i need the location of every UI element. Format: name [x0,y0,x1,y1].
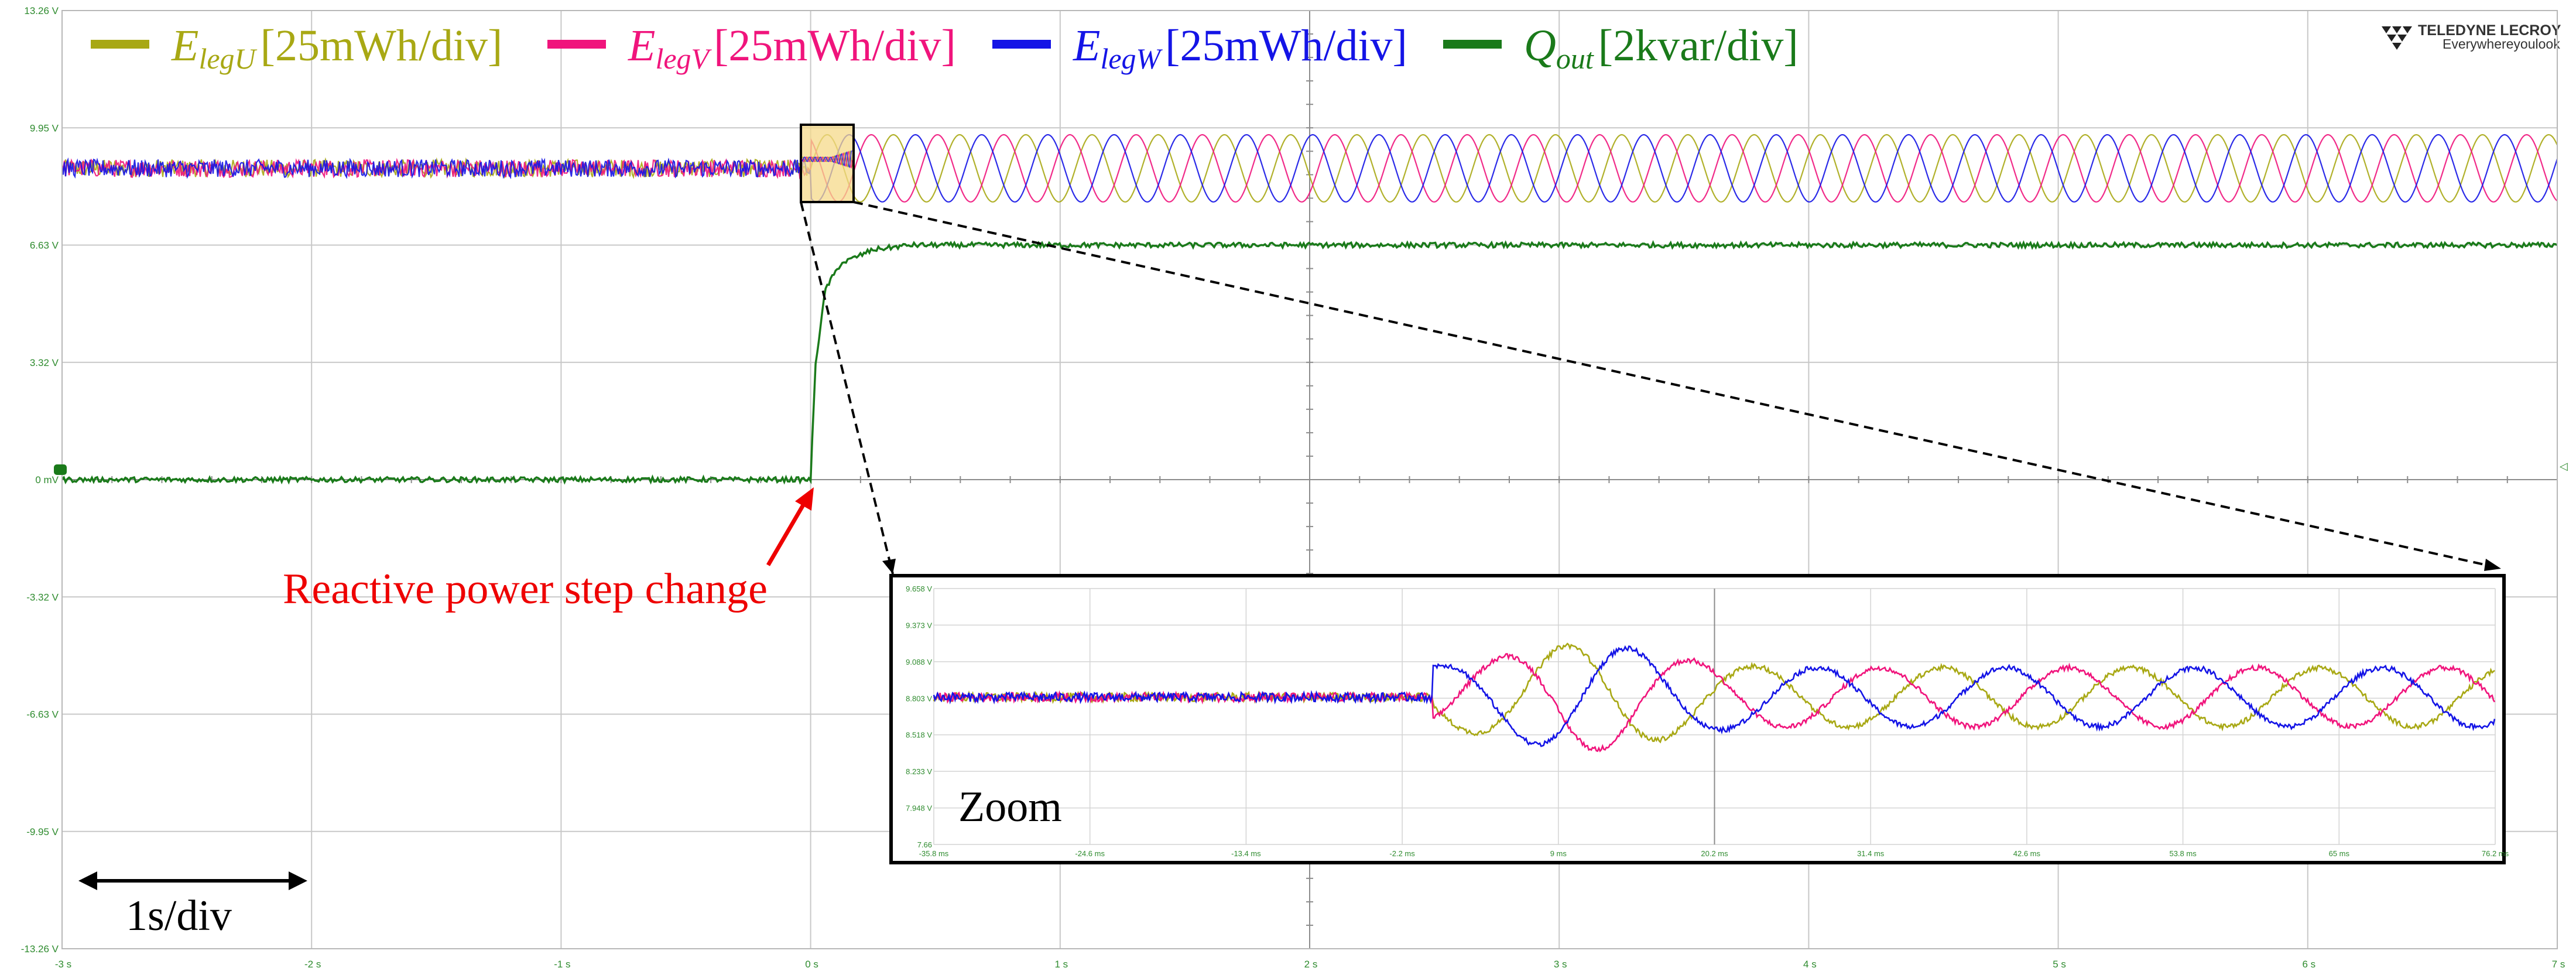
x-tick-label: -3 s [55,959,71,970]
legend-unit: [25mWh/div] [1165,21,1407,70]
leader-right-arrowhead [2484,559,2501,571]
zoom-inset: 9.658 V 9.373 V 9.088 V 8.803 V 8.518 V 8.233… [889,574,2509,864]
zoom-region-highlight [800,124,855,203]
zoom-x-tick-label: -24.6 ms [1075,849,1105,858]
y-tick-label: -6.63 V [26,709,59,720]
legend-swatch [91,40,149,49]
legend-symbol: E [628,21,655,70]
leader-left-arrowhead [882,559,896,574]
zoom-y-tick-labels: 9.658 V 9.373 V 9.088 V 8.803 V 8.518 V 8.233… [906,584,932,849]
zoom-x-tick-label: 20.2 ms [1701,849,1728,858]
q-out-trace-group [61,240,2558,485]
zoom-e-leg-u-trace [933,642,2495,744]
zoom-traces [933,642,2496,753]
zoom-y-tick-label: 9.658 V [906,584,932,593]
y-tick-labels: 13.26 V 9.95 V 6.63 V 3.32 V 0 mV -3.32 V -6.6… [21,5,59,955]
zoom-x-tick-labels: -35.8 ms -24.6 ms -13.4 ms -2.2 ms 9 ms 20.2 … [919,849,2509,858]
y-tick-label: 9.95 V [30,122,59,134]
zoom-y-tick-label: 8.518 V [906,731,932,740]
legend: ElegU [25mWh/div] ElegV [25mWh/div] ElegW [25… [91,21,1799,75]
zoom-e-leg-v-trace [933,653,2496,753]
zoom-label: Zoom [958,783,1062,831]
step-arrowhead [795,487,814,511]
zoom-y-tick-label: 8.233 V [906,767,932,776]
zoom-y-tick-label: 9.088 V [906,658,932,666]
x-tick-label: 2 s [1304,959,1318,970]
legend-symbol: E [1073,21,1100,70]
legend-swatch [1443,40,1502,49]
zoom-x-tick-label: -35.8 ms [919,849,949,858]
zoom-leader-right [853,201,2500,569]
x-tick-label: 4 s [1803,959,1817,970]
step-arrow-shaft [766,498,809,566]
zoom-x-tick-label: 9 ms [1550,849,1567,858]
zoom-y-tick-label: 7.948 V [906,804,932,813]
e-leg-v-trace [61,134,2558,203]
q-out-trace [61,240,2558,485]
x-tick-label: 0 s [805,959,818,970]
zoom-y-tick-label: 7.66 [917,840,932,849]
e-leg-u-trace [61,134,2558,203]
legend-unit: [25mWh/div] [714,21,956,70]
zoom-x-tick-label: -2.2 ms [1389,849,1415,858]
legend-label: ElegU [25mWh/div] [171,21,502,75]
step-annotation: Reactive power step change [283,565,768,613]
plot-frame [61,10,2558,949]
legend-symbol: E [171,21,198,70]
zoom-region-traces [801,150,853,169]
teledyne-lecroy-logo: TELEDYNE LECROY Everywhereyoulook [2382,22,2561,52]
y-tick-label: 6.63 V [30,240,59,251]
e-leg-w-trace [61,134,2558,203]
x-tick-label: 6 s [2302,959,2315,970]
y-tick-label: 3.32 V [30,357,59,368]
brand-name: TELEDYNE LECROY [2418,22,2561,39]
zoom-leader-left [800,201,894,575]
time-scale-label: 1s/div [126,892,232,940]
x-tick-labels: -3 s -2 s -1 s 0 s 1 s 2 s 3 s 4 s 5 s 6 s 7 s [55,959,2565,970]
zoom-x-tick-label: 42.6 ms [2013,849,2041,858]
legend-subscript: legU [198,42,257,75]
ground-marker [54,464,67,475]
legend-label: Qout [2kvar/div] [1524,21,1799,75]
legend-subscript: legV [655,42,712,75]
zoom-e-leg-w-trace [933,645,2496,747]
zoom-region-trace [801,150,853,169]
x-tick-label: 3 s [1554,959,1567,970]
y-tick-label: 0 mV [35,474,59,485]
x-tick-label: -1 s [554,959,570,970]
scale-bar-right-arrow [289,871,307,890]
trigger-level-marker: ◁ [2560,460,2568,472]
legend-unit: [2kvar/div] [1598,21,1799,70]
zoom-x-tick-label: 31.4 ms [1857,849,1885,858]
zoom-x-tick-label: 76.2 ms [2482,849,2509,858]
legend-label: ElegW [25mWh/div] [1073,21,1407,75]
x-tick-label: 5 s [2053,959,2066,970]
x-tick-label: 7 s [2552,959,2565,970]
y-tick-label: -13.26 V [21,943,59,955]
zoom-y-tick-label: 9.373 V [906,621,932,630]
energy-traces [61,134,2558,203]
zoom-y-tick-label: 8.803 V [906,694,932,703]
brand-tagline: Everywhereyoulook [2443,36,2560,52]
legend-subscript: out [1556,42,1594,75]
y-tick-label: -3.32 V [26,591,59,603]
zoom-x-tick-label: 53.8 ms [2169,849,2197,858]
legend-swatch [992,40,1051,49]
legend-swatch [547,40,606,49]
y-tick-label: -9.95 V [26,826,59,837]
y-tick-label: 13.26 V [24,5,59,16]
zoom-grid [933,588,2496,845]
legend-unit: [25mWh/div] [261,21,503,70]
x-tick-label: 1 s [1054,959,1068,970]
legend-subscript: legW [1100,42,1163,75]
zoom-x-tick-label: 65 ms [2329,849,2350,858]
scale-bar-left-arrow [78,871,97,890]
x-tick-label: -2 s [304,959,321,970]
legend-label: ElegV [25mWh/div] [628,21,956,75]
legend-symbol: Q [1524,21,1556,70]
zoom-x-tick-label: -13.4 ms [1231,849,1261,858]
